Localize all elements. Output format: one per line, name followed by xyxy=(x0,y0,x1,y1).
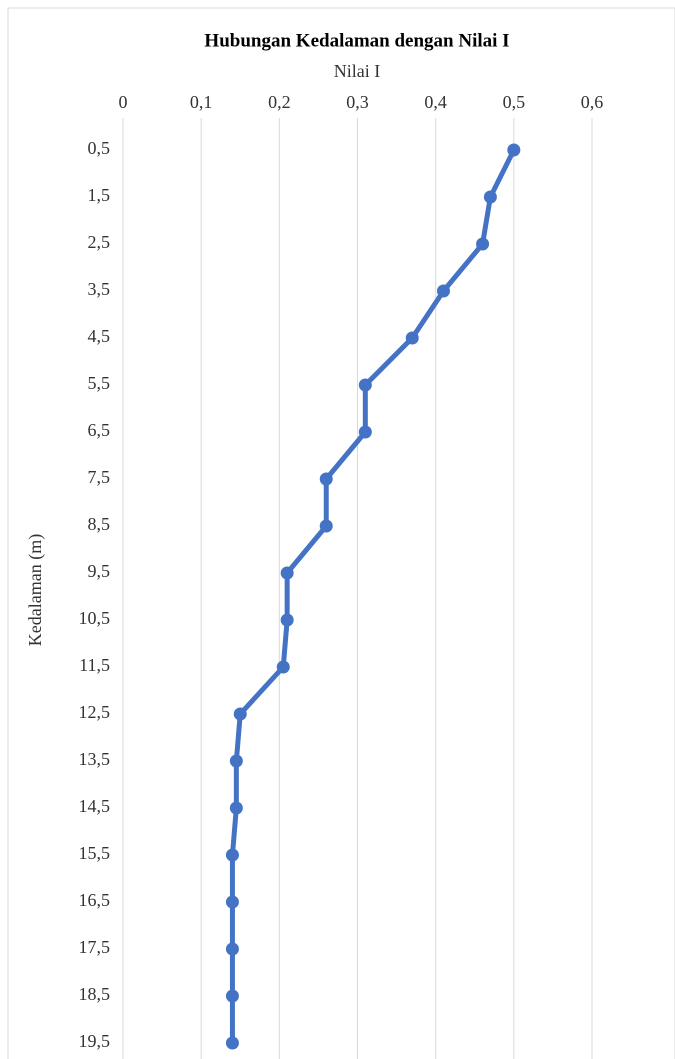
data-point xyxy=(507,144,520,157)
y-tick-label: 18,5 xyxy=(79,984,111,1004)
y-tick-label: 8,5 xyxy=(88,514,111,534)
x-tick-label: 0,3 xyxy=(346,92,369,112)
data-point xyxy=(437,285,450,298)
y-tick-label: 4,5 xyxy=(88,326,111,346)
data-point xyxy=(359,426,372,439)
y-tick-label: 9,5 xyxy=(88,561,111,581)
data-point xyxy=(476,238,489,251)
data-point xyxy=(226,1037,239,1050)
data-point xyxy=(226,943,239,956)
y-tick-label: 14,5 xyxy=(79,796,111,816)
data-point xyxy=(484,191,497,204)
x-tick-label: 0,6 xyxy=(581,92,604,112)
y-tick-label: 1,5 xyxy=(88,185,111,205)
y-tick-label: 13,5 xyxy=(79,749,111,769)
data-point xyxy=(359,379,372,392)
y-axis-label: Kedalaman (m) xyxy=(25,534,46,646)
y-tick-label: 19,5 xyxy=(79,1031,111,1051)
x-tick-label: 0,5 xyxy=(503,92,526,112)
chart: Hubungan Kedalaman dengan Nilai I Nilai … xyxy=(0,0,675,1059)
x-tick-label: 0,1 xyxy=(190,92,213,112)
y-tick-label: 11,5 xyxy=(79,655,110,675)
data-point xyxy=(277,661,290,674)
y-tick-label: 5,5 xyxy=(88,373,111,393)
x-axis-label: Nilai I xyxy=(334,61,381,81)
data-point xyxy=(226,849,239,862)
data-line xyxy=(232,150,513,1043)
chart-title: Hubungan Kedalaman dengan Nilai I xyxy=(204,30,509,51)
data-point xyxy=(406,332,419,345)
y-tick-label: 16,5 xyxy=(79,890,111,910)
data-point xyxy=(226,990,239,1003)
x-tick-label: 0,4 xyxy=(424,92,447,112)
x-tick-label: 0,2 xyxy=(268,92,291,112)
data-point xyxy=(281,567,294,580)
data-point xyxy=(320,520,333,533)
data-point xyxy=(230,802,243,815)
y-tick-label: 10,5 xyxy=(79,608,111,628)
y-tick-label: 15,5 xyxy=(79,843,111,863)
y-tick-label: 0,5 xyxy=(88,138,111,158)
x-tick-label: 0 xyxy=(119,92,128,112)
data-point xyxy=(226,896,239,909)
data-point xyxy=(234,708,247,721)
data-point xyxy=(320,473,333,486)
y-tick-label: 12,5 xyxy=(79,702,111,722)
y-tick-label: 3,5 xyxy=(88,279,111,299)
y-tick-label: 6,5 xyxy=(88,420,111,440)
data-point xyxy=(230,755,243,768)
y-tick-label: 2,5 xyxy=(88,232,111,252)
y-tick-label: 7,5 xyxy=(88,467,111,487)
y-tick-label: 17,5 xyxy=(79,937,111,957)
data-point xyxy=(281,614,294,627)
